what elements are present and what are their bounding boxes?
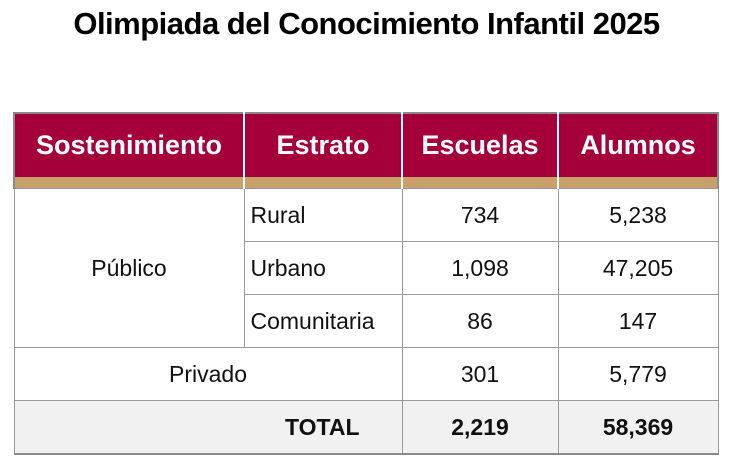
escuelas-cell: 86 [401,294,559,348]
band-cell [13,177,245,189]
header-accent-band [13,177,719,189]
escuelas-cell: 301 [401,347,559,401]
header-estrato: Estrato [243,112,403,177]
header-alumnos: Alumnos [557,112,719,177]
band-cell [243,177,403,189]
total-row: TOTAL 2,219 58,369 [13,400,719,455]
estrato-cell: Comunitaria [243,294,403,348]
total-label: TOTAL [13,400,403,455]
sostenimiento-publico: Público [13,188,245,348]
alumnos-cell: 5,779 [557,347,719,401]
sostenimiento-privado: Privado [13,347,403,401]
total-escuelas: 2,219 [401,400,559,455]
alumnos-cell: 147 [557,294,719,348]
schools-table: Sostenimiento Estrato Escuelas Alumnos P… [13,112,719,455]
escuelas-cell: 1,098 [401,241,559,295]
header-sostenimiento: Sostenimiento [13,112,245,177]
estrato-cell: Urbano [243,241,403,295]
table-row: Privado 301 5,779 [13,347,719,401]
header-escuelas: Escuelas [401,112,559,177]
page-title: Olimpiada del Conocimiento Infantil 2025 [73,6,660,41]
table-row: Público Rural 734 5,238 [13,188,719,348]
alumnos-cell: 47,205 [557,241,719,295]
band-cell [401,177,559,189]
table-row: Urbano 1,098 47,205 [14,241,719,295]
total-alumnos: 58,369 [557,400,719,455]
alumnos-cell: 5,238 [557,188,719,242]
estrato-cell: Rural [243,188,403,242]
band-cell [557,177,719,189]
escuelas-cell: 734 [401,188,559,242]
table-header-row: Sostenimiento Estrato Escuelas Alumnos [13,112,719,177]
